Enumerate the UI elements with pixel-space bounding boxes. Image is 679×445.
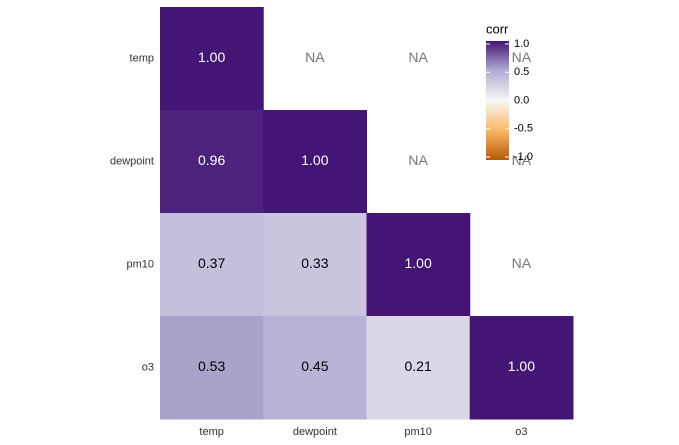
colorbar-label: -0.5 (514, 123, 533, 135)
colorbar-label: 1.0 (514, 38, 529, 50)
colorbar-label: 0.0 (514, 94, 529, 106)
cell-label: NA (512, 49, 532, 65)
y-tick-label: pm10 (126, 258, 154, 270)
cell-label: NA (512, 255, 532, 271)
cell (263, 213, 367, 317)
cell-label: 1.00 (301, 152, 328, 168)
cell-label: NA (408, 152, 428, 168)
x-tick-label: pm10 (404, 426, 432, 438)
y-tick-label: o3 (142, 361, 154, 373)
cell (160, 213, 264, 317)
cell (263, 316, 367, 420)
cell-label: NA (305, 49, 325, 65)
cell-label: 0.53 (198, 358, 225, 374)
x-tick-label: temp (199, 426, 223, 438)
cells: 1.00 NA NA NA 0.96 1.00 NA NA 0.37 0.33 1.00 NA 0.53… (160, 7, 574, 420)
y-tick-label: temp (130, 52, 154, 64)
cell (469, 316, 574, 420)
cell-label: 0.37 (198, 255, 225, 271)
cell-label: 1.00 (405, 255, 432, 271)
cell (160, 316, 264, 420)
cell-label: NA (512, 152, 532, 168)
cell (366, 213, 471, 317)
colorbar (486, 41, 509, 160)
cell-label: 0.45 (301, 358, 328, 374)
cell (263, 110, 367, 214)
cell-label: NA (408, 49, 428, 65)
legend: corr 1.0 0.5 0.0 -0.5 -1.0 (486, 21, 533, 163)
cell (160, 110, 264, 214)
cell-label: 0.21 (405, 358, 432, 374)
colorbar-label: -1.0 (514, 151, 533, 163)
x-tick-label: o3 (515, 426, 527, 438)
cell (160, 7, 264, 111)
cell-label: 1.00 (198, 49, 225, 65)
cell-label: 0.33 (301, 255, 328, 271)
x-tick-label: dewpoint (293, 426, 337, 438)
cell-label: 0.96 (198, 152, 225, 168)
colorbar-label: 0.5 (514, 66, 529, 78)
y-tick-label: dewpoint (110, 155, 154, 167)
cell-label: 1.00 (508, 358, 535, 374)
cell (366, 316, 471, 420)
legend-title: corr (486, 21, 509, 36)
